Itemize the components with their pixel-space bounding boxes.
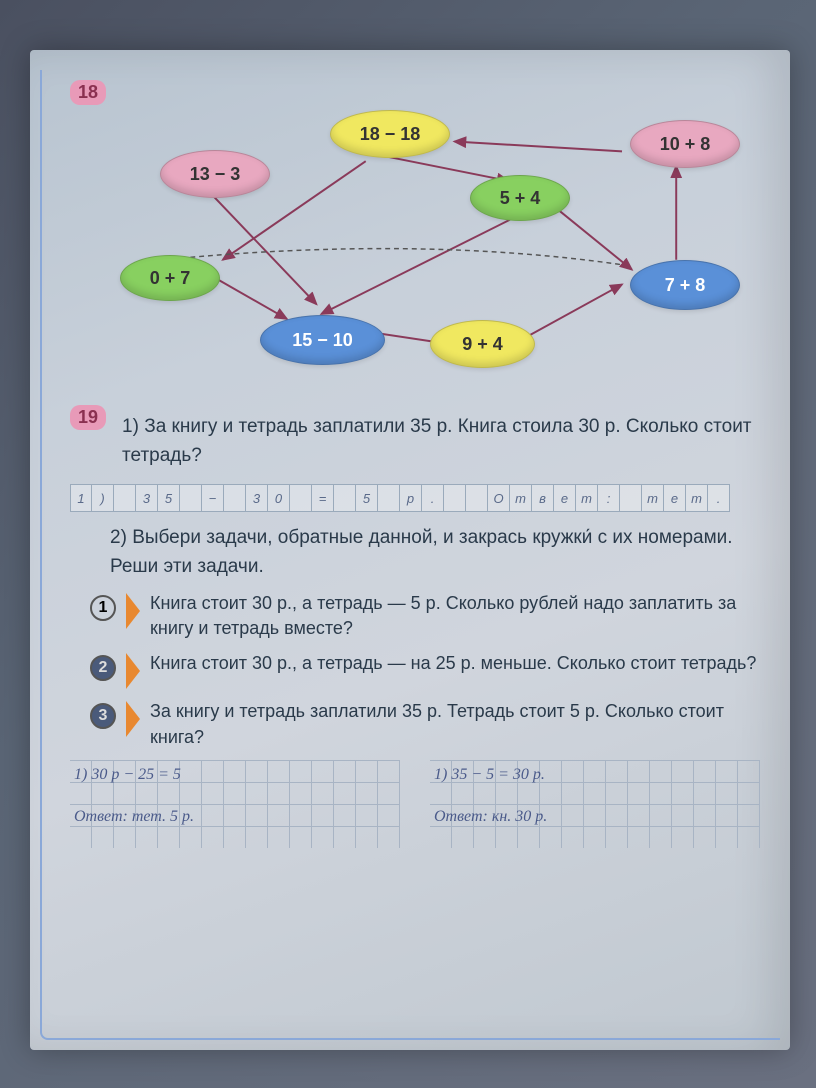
expression-bubble: 15 − 10 [260, 315, 385, 365]
grid-cell: т [642, 484, 664, 512]
subtask-number-circle[interactable]: 2 [90, 655, 116, 681]
handwritten-answer: Ответ: кн. 30 р. [434, 806, 756, 828]
grid-cell: т [576, 484, 598, 512]
part-text: За книгу и тетрадь заплатили 35 р. Книга… [122, 416, 751, 466]
grid-cell [180, 484, 202, 512]
subtask-row: 3 За книгу и тетрадь заплатили 35 р. Тетр… [90, 699, 760, 749]
task-number-badge: 18 [70, 80, 106, 105]
expression-bubble: 5 + 4 [470, 175, 570, 221]
subtask-row: 1 Книга стоит 30 р., а тетрадь — 5 р. Ско… [90, 591, 760, 641]
part-text: Выбери задачи, обратные данной, и закрас… [110, 527, 733, 577]
subtask-number-circle[interactable]: 3 [90, 703, 116, 729]
grid-cell [290, 484, 312, 512]
grid-cell [466, 484, 488, 512]
subtask-number-circle[interactable]: 1 [90, 595, 116, 621]
grid-cell: т [510, 484, 532, 512]
expression-bubble: 0 + 7 [120, 255, 220, 301]
answer-left: 1) 30 р − 25 = 5 Ответ: тет. 5 р. [70, 760, 400, 848]
handwritten-answer: 1) 35 − 5 = 30 р. [434, 764, 756, 786]
grid-cell: ) [92, 484, 114, 512]
grid-cell: . [422, 484, 444, 512]
expression-bubble: 18 − 18 [330, 110, 450, 158]
expression-bubble: 7 + 8 [630, 260, 740, 310]
subtask-text: Книга стоит 30 р., а тетрадь — на 25 р. … [150, 651, 760, 676]
grid-cell: . [708, 484, 730, 512]
grid-cell: = [312, 484, 334, 512]
triangle-marker-icon [126, 593, 140, 629]
workbook-page: 18 [30, 50, 790, 1050]
grid-cell: 0 [268, 484, 290, 512]
bubble-diagram: 18 − 18 10 + 8 13 − 3 5 + 4 0 + 7 7 + 8 15 − 1… [70, 105, 760, 385]
answer-grid-row: 1) 35 − 30 = 5 р. Ответ: тет. [70, 484, 760, 512]
grid-cell [378, 484, 400, 512]
task19-part2: 2) Выбери задачи, обратные данной, и зак… [110, 524, 760, 581]
task-19: 19 1) За книгу и тетрадь заплатили 35 р.… [70, 405, 760, 478]
grid-cell [114, 484, 136, 512]
subtask-text: Книга стоит 30 р., а тетрадь — 5 р. Скол… [150, 591, 760, 641]
grid-cell [224, 484, 246, 512]
grid-cell: 5 [356, 484, 378, 512]
grid-cell: в [532, 484, 554, 512]
grid-cell: е [664, 484, 686, 512]
bottom-answers: 1) 30 р − 25 = 5 Ответ: тет. 5 р. 1) 35 … [70, 760, 760, 848]
grid-cell: 3 [136, 484, 158, 512]
grid-cell: е [554, 484, 576, 512]
grid-cell [620, 484, 642, 512]
grid-cell: 1 [70, 484, 92, 512]
grid-cell: т [686, 484, 708, 512]
grid-cell: 5 [158, 484, 180, 512]
triangle-marker-icon [126, 701, 140, 737]
expression-bubble: 13 − 3 [160, 150, 270, 198]
grid-cell: − [202, 484, 224, 512]
expression-bubble: 10 + 8 [630, 120, 740, 168]
grid-cell: 3 [246, 484, 268, 512]
triangle-marker-icon [126, 653, 140, 689]
answer-right: 1) 35 − 5 = 30 р. Ответ: кн. 30 р. [430, 760, 760, 848]
task-18: 18 [70, 80, 760, 385]
grid-cell: : [598, 484, 620, 512]
grid-cell [444, 484, 466, 512]
handwritten-answer: 1) 30 р − 25 = 5 [74, 764, 396, 786]
part-label: 1) [122, 416, 139, 437]
grid-cell [334, 484, 356, 512]
part-label: 2) [110, 527, 127, 548]
grid-cell: р [400, 484, 422, 512]
handwritten-answer: Ответ: тет. 5 р. [74, 806, 396, 828]
expression-bubble: 9 + 4 [430, 320, 535, 368]
subtask-row: 2 Книга стоит 30 р., а тетрадь — на 25 р.… [90, 651, 760, 689]
grid-cell: О [488, 484, 510, 512]
task-number-badge: 19 [70, 405, 106, 430]
task19-part1: 1) За книгу и тетрадь заплатили 35 р. Кн… [122, 413, 760, 470]
subtask-text: За книгу и тетрадь заплатили 35 р. Тетра… [150, 699, 760, 749]
